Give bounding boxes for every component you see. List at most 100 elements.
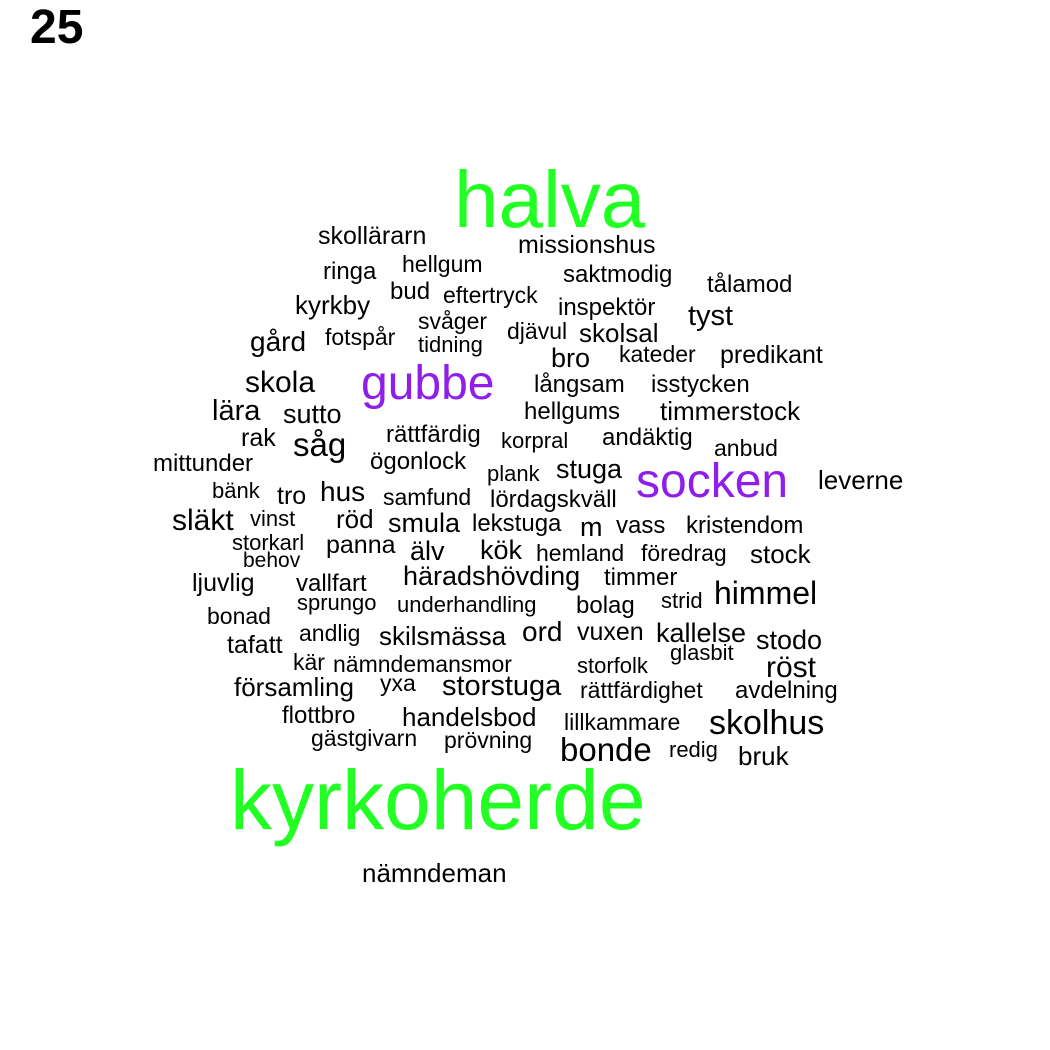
cloud-word: svåger [418, 308, 488, 334]
cloud-word: predikant [720, 341, 823, 369]
cloud-word: bänk [212, 478, 260, 503]
cloud-word: flottbro [282, 702, 356, 729]
cloud-word: församling [234, 672, 354, 702]
cloud-word: missionshus [518, 231, 656, 259]
cloud-word: bud [390, 278, 431, 305]
cloud-word: hemland [536, 540, 625, 566]
cloud-word: stock [750, 539, 811, 569]
cloud-word: sprungo [297, 590, 377, 615]
cloud-word: långsam [534, 371, 625, 398]
cloud-word: fotspår [325, 324, 396, 350]
cloud-word: föredrag [641, 540, 727, 566]
cloud-word: röst [766, 651, 817, 684]
cloud-word: saktmodig [563, 261, 673, 288]
cloud-word: leverne [818, 465, 904, 495]
cloud-word: kristendom [686, 512, 804, 539]
cloud-word: tyst [688, 300, 734, 332]
cloud-word: halva [454, 155, 646, 244]
cloud-word: anbud [714, 435, 778, 461]
cloud-word: lillkammare [564, 709, 681, 735]
cloud-word: tafatt [227, 631, 283, 659]
cloud-word: behov [243, 549, 301, 572]
cloud-word: strid [661, 588, 703, 613]
cloud-word: stodo [756, 625, 823, 655]
cloud-word: panna [326, 531, 396, 559]
cloud-word: storkarl [232, 530, 305, 555]
cloud-word: hellgums [524, 398, 621, 425]
cloud-word: tro [277, 482, 307, 510]
cloud-word: storstuga [442, 670, 562, 702]
cloud-word: älv [410, 536, 445, 566]
cloud-word: gubbe [361, 357, 495, 410]
cloud-word: redig [669, 737, 718, 762]
cloud-word: vuxen [577, 618, 644, 646]
cloud-word: bonde [560, 731, 652, 768]
cloud-word: m [580, 512, 603, 542]
cloud-word: kyrkby [295, 290, 371, 320]
cloud-word: lära [212, 395, 261, 427]
cloud-word: stuga [556, 454, 623, 484]
cloud-word: samfund [383, 484, 472, 510]
cloud-word: korpral [501, 428, 569, 453]
cloud-word: eftertryck [443, 282, 538, 308]
cloud-word: kyrkoherde [230, 753, 646, 847]
cloud-word: skollärarn [318, 222, 427, 250]
cloud-word: inspektör [558, 294, 656, 321]
cloud-word: hellgum [402, 251, 483, 277]
cloud-word: röd [336, 504, 374, 534]
cloud-word: rättfärdighet [580, 677, 703, 703]
cloud-word: sutto [283, 399, 342, 429]
page-number: 25 [30, 1, 84, 54]
cloud-word: djävul [507, 318, 568, 344]
cloud-word: timmer [604, 564, 678, 591]
cloud-word: nämndeman [362, 858, 507, 888]
cloud-word: häradshövding [403, 561, 581, 591]
cloud-word: bruk [738, 741, 789, 771]
cloud-word: såg [293, 426, 347, 463]
cloud-word: andäktig [602, 424, 693, 451]
cloud-word: lekstuga [472, 510, 562, 537]
cloud-word: glasbit [670, 640, 734, 665]
cloud-word: skola [245, 366, 316, 399]
cloud-word: tidning [418, 332, 483, 357]
cloud-word: plank [487, 461, 540, 486]
cloud-word: skilsmässa [379, 621, 507, 651]
cloud-word: timmerstock [660, 396, 801, 426]
cloud-word: ringa [323, 258, 377, 285]
cloud-word: himmel [714, 575, 818, 611]
cloud-word: ord [522, 616, 563, 647]
cloud-word: ögonlock [370, 448, 467, 475]
cloud-word: släkt [172, 504, 234, 537]
cloud-word: nämndemansmor [333, 651, 512, 677]
cloud-word: underhandling [397, 592, 537, 617]
cloud-word: ljuvlig [192, 569, 255, 597]
cloud-word: gård [250, 326, 307, 357]
cloud-word: avdelning [735, 677, 838, 704]
cloud-word: handelsbod [402, 702, 537, 732]
cloud-word: vinst [250, 506, 296, 531]
cloud-word: vallfart [296, 570, 367, 597]
cloud-word: rättfärdig [386, 421, 481, 448]
cloud-word: skolsal [579, 318, 659, 348]
cloud-word: andlig [299, 620, 361, 646]
cloud-word: mittunder [153, 450, 254, 477]
cloud-word: isstycken [651, 371, 750, 398]
cloud-word: bonad [207, 603, 271, 629]
cloud-word: socken [636, 455, 789, 508]
cloud-word: kateder [619, 341, 696, 367]
cloud-word: gästgivarn [311, 725, 418, 751]
cloud-word: yxa [380, 670, 416, 696]
cloud-word: vass [616, 512, 666, 539]
cloud-word: smula [388, 508, 461, 538]
cloud-word: kallelse [656, 618, 747, 648]
cloud-word: prövning [444, 727, 533, 753]
cloud-word: kär [293, 649, 325, 675]
cloud-word: skolhus [709, 704, 825, 742]
cloud-word: kök [480, 535, 523, 565]
cloud-word: bro [551, 343, 591, 373]
cloud-word: lördagskväll [490, 486, 617, 513]
cloud-word: tålamod [707, 271, 793, 298]
cloud-word: storfolk [577, 653, 648, 678]
cloud-word: bolag [576, 592, 635, 619]
